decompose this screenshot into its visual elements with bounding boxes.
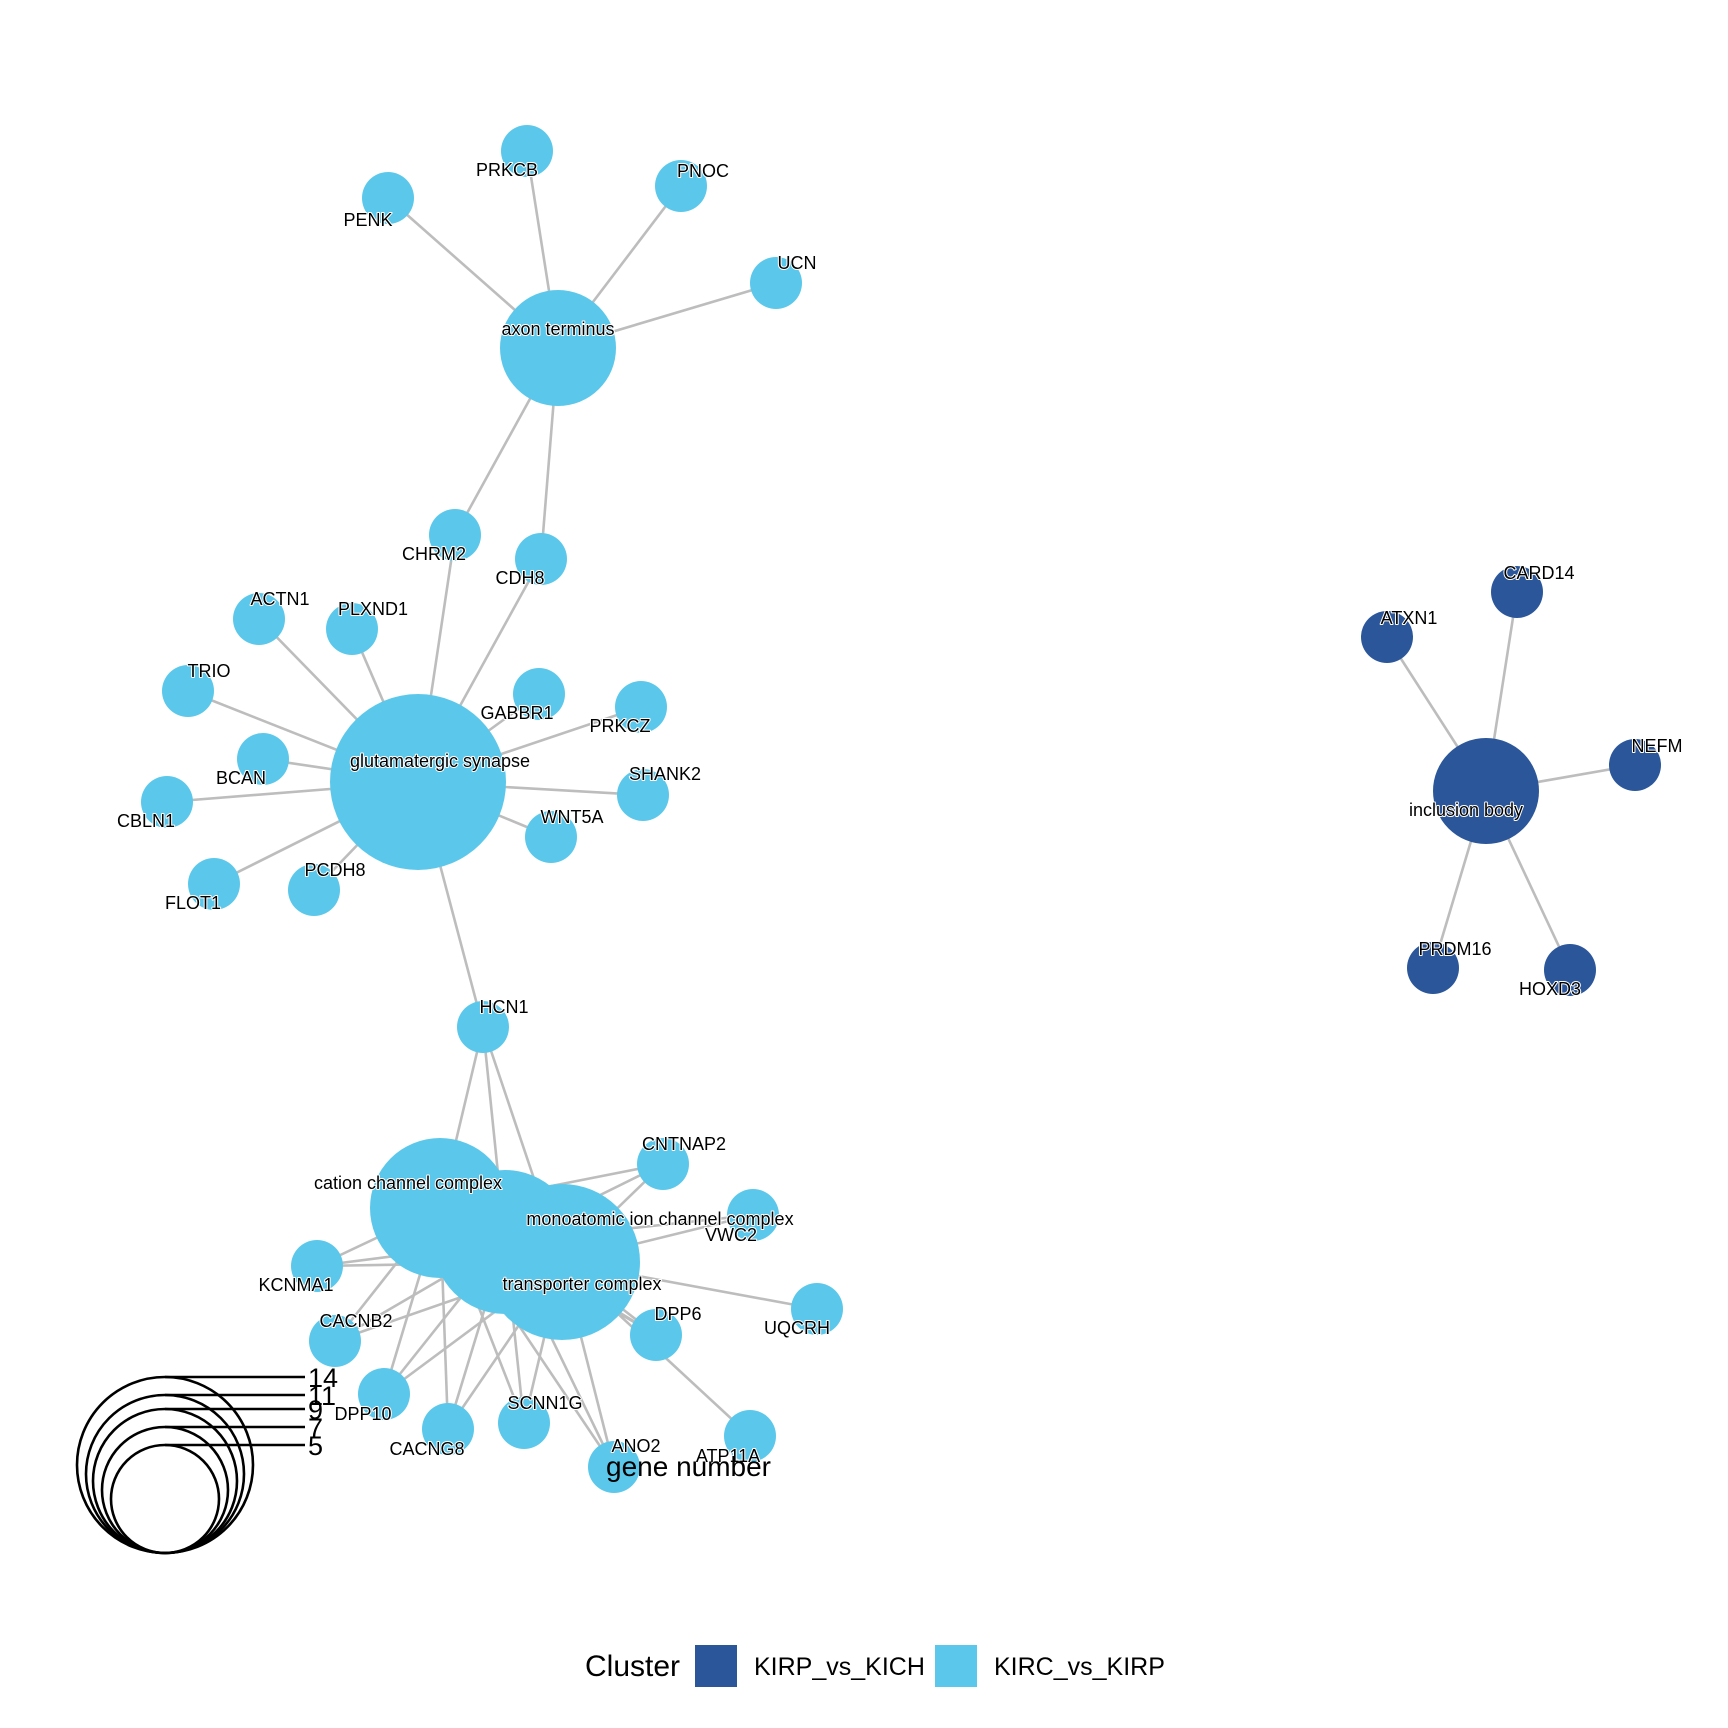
node-label-inclusion-body: inclusion body bbox=[1409, 800, 1523, 820]
node-label-actn1: ACTN1 bbox=[250, 589, 309, 609]
size-legend-circle-11 bbox=[84, 1393, 246, 1555]
term-node-axon-terminus bbox=[500, 290, 616, 406]
node-label-cbln1: CBLN1 bbox=[117, 811, 175, 831]
gene-node-dpp10 bbox=[358, 1368, 410, 1420]
gene-node-cbln1 bbox=[141, 776, 193, 828]
gene-node-pcdh8 bbox=[288, 864, 340, 916]
legend-label-kirp-vs-kich: KIRP_vs_KICH bbox=[754, 1653, 925, 1681]
gene-node-cacng8 bbox=[422, 1403, 474, 1455]
gene-node-atp11a bbox=[724, 1410, 776, 1462]
gene-node-prdm16 bbox=[1407, 942, 1459, 994]
node-label-chrm2: CHRM2 bbox=[402, 544, 466, 564]
gene-node-cdh8 bbox=[515, 533, 567, 585]
node-label-flot1: FLOT1 bbox=[165, 893, 221, 913]
node-label-monoatomic-ion-channel-complex: monoatomic ion channel complex bbox=[526, 1209, 793, 1229]
gene-node-dpp6 bbox=[630, 1309, 682, 1361]
node-label-pnoc: PNOC bbox=[677, 161, 729, 181]
gene-node-hcn1 bbox=[457, 1001, 509, 1053]
node-label-cacng8: CACNG8 bbox=[389, 1439, 464, 1459]
node-label-trio: TRIO bbox=[188, 661, 231, 681]
node-label-bcan: BCAN bbox=[216, 768, 266, 788]
node-label-penk: PENK bbox=[343, 210, 392, 230]
node-label-card14: CARD14 bbox=[1503, 563, 1574, 583]
node-label-prdm16: PRDM16 bbox=[1418, 939, 1491, 959]
gene-node-actn1 bbox=[233, 593, 285, 645]
node-label-kcnma1: KCNMA1 bbox=[258, 1275, 333, 1295]
gene-node-ano2 bbox=[588, 1441, 640, 1493]
gene-node-prkcz bbox=[615, 681, 667, 733]
color-legend: Cluster KIRP_vs_KICH KIRC_vs_KIRP bbox=[585, 1645, 1165, 1687]
size-legend-label-11: 11 bbox=[308, 1381, 336, 1411]
node-label-hoxd3: HOXD3 bbox=[1519, 979, 1581, 999]
gene-node-vwc2 bbox=[727, 1189, 779, 1241]
node-label-atp11a: ATP11A bbox=[696, 1446, 760, 1466]
term-node-transporter-complex bbox=[484, 1184, 640, 1340]
node-label-ucn: UCN bbox=[778, 253, 817, 273]
legend-swatch-kirc-vs-kirp bbox=[935, 1645, 977, 1687]
size-legend-circle-5 bbox=[109, 1443, 221, 1555]
size-legend-label-7: 7 bbox=[308, 1413, 323, 1443]
labels-layer: axon terminus glutamatergic synapse cation… bbox=[116, 159, 1684, 1467]
gene-node-trio bbox=[162, 665, 214, 717]
node-label-uqcrh: UQCRH bbox=[764, 1318, 830, 1338]
gene-node-bcan bbox=[237, 733, 289, 785]
nodes-layer bbox=[141, 125, 1661, 1493]
legend-title: Cluster bbox=[585, 1650, 680, 1683]
node-label-dpp6: DPP6 bbox=[654, 1304, 701, 1324]
gene-node-prkcb bbox=[501, 125, 553, 177]
node-label-wnt5a: WNT5A bbox=[541, 807, 604, 827]
node-label-axon-terminus: axon terminus bbox=[501, 319, 614, 339]
node-label-scnn1g: SCNN1G bbox=[507, 1393, 582, 1413]
size-legend-title: gene number bbox=[606, 1451, 771, 1482]
gene-node-ucn bbox=[750, 257, 802, 309]
gene-node-penk bbox=[362, 172, 414, 224]
node-label-shank2: SHANK2 bbox=[629, 764, 701, 784]
gene-node-nefm bbox=[1609, 739, 1661, 791]
node-label-prkcz: PRKCZ bbox=[589, 716, 650, 736]
gene-node-gabbr1 bbox=[513, 668, 565, 720]
gene-node-shank2 bbox=[617, 769, 669, 821]
node-label-atxn1: ATXN1 bbox=[1381, 608, 1438, 628]
node-label-ano2: ANO2 bbox=[611, 1436, 660, 1456]
node-label-hcn1: HCN1 bbox=[479, 997, 528, 1017]
gene-node-atxn1 bbox=[1361, 611, 1413, 663]
node-label-transporter-complex: transporter complex bbox=[502, 1274, 661, 1294]
gene-node-plxnd1 bbox=[326, 603, 378, 655]
legend-swatch-kirp-vs-kich bbox=[695, 1645, 737, 1687]
gene-node-scnn1g bbox=[498, 1397, 550, 1449]
node-label-gabbr1: GABBR1 bbox=[480, 703, 553, 723]
gene-node-hoxd3 bbox=[1544, 944, 1596, 996]
node-label-prkcb: PRKCB bbox=[476, 160, 538, 180]
node-label-plxnd1: PLXND1 bbox=[338, 599, 408, 619]
node-label-nefm: NEFM bbox=[1632, 736, 1683, 756]
node-label-cation-channel-complex: cation channel complex bbox=[314, 1173, 502, 1193]
size-legend-label-14: 14 bbox=[308, 1363, 338, 1393]
node-label-vwc2: VWC2 bbox=[705, 1225, 757, 1245]
node-label-glutamatergic-synapse: glutamatergic synapse bbox=[350, 751, 530, 771]
node-label-dpp10: DPP10 bbox=[334, 1404, 391, 1424]
node-label-pcdh8: PCDH8 bbox=[304, 860, 365, 880]
node-label-cntnap2: CNTNAP2 bbox=[642, 1134, 726, 1154]
legend-label-kirc-vs-kirp: KIRC_vs_KIRP bbox=[994, 1653, 1165, 1681]
gene-node-wnt5a bbox=[525, 811, 577, 863]
gene-node-flot1 bbox=[188, 858, 240, 910]
gene-node-cntnap2 bbox=[637, 1138, 689, 1190]
gene-node-chrm2 bbox=[429, 509, 481, 561]
node-label-cdh8: CDH8 bbox=[495, 568, 544, 588]
term-node-glutamatergic-synapse bbox=[330, 694, 506, 870]
size-legend-label-5: 5 bbox=[308, 1431, 323, 1461]
gene-node-pnoc bbox=[655, 160, 707, 212]
gene-node-kcnma1 bbox=[291, 1240, 343, 1292]
gene-node-uqcrh bbox=[791, 1283, 843, 1335]
size-legend-label-9: 9 bbox=[308, 1395, 323, 1425]
node-label-cacnb2: CACNB2 bbox=[319, 1311, 392, 1331]
size-legend-circle-14 bbox=[75, 1375, 255, 1555]
gene-node-cacnb2 bbox=[309, 1315, 361, 1367]
gene-node-card14 bbox=[1491, 566, 1543, 618]
term-node-inclusion-body bbox=[1433, 738, 1539, 844]
